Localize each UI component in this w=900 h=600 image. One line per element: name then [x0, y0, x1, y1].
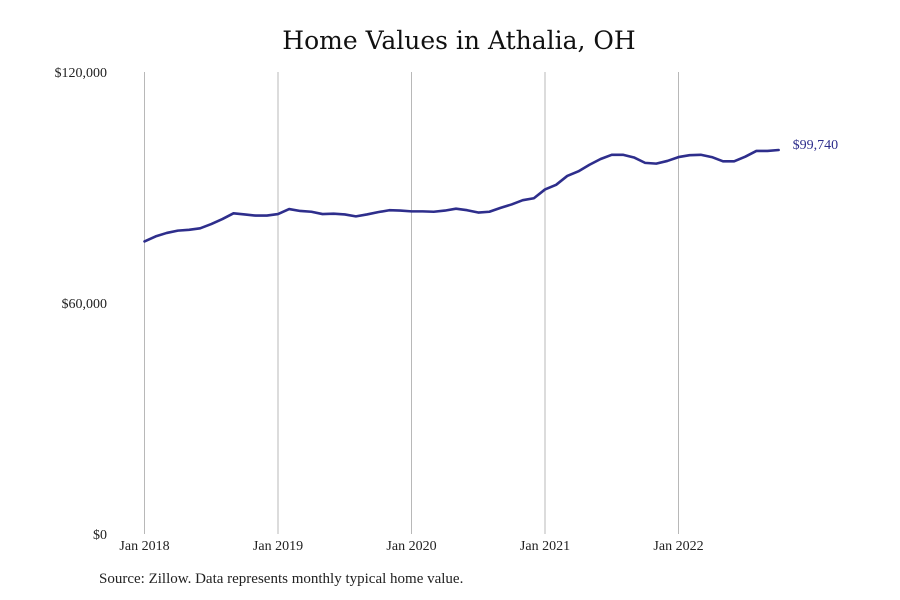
- x-tick-label: Jan 2022: [653, 539, 703, 554]
- y-tick-label: $120,000: [55, 66, 108, 81]
- y-tick-label: $60,000: [62, 297, 108, 312]
- chart-title: Home Values in Athalia, OH: [282, 26, 636, 55]
- source-note: Source: Zillow. Data represents monthly …: [99, 571, 464, 587]
- gridlines: [144, 72, 679, 534]
- x-axis-ticks: Jan 2018 Jan 2019 Jan 2020 Jan 2021 Jan 2022: [119, 539, 703, 554]
- x-tick-label: Jan 2018: [119, 539, 169, 554]
- series-line: [143, 148, 780, 243]
- x-tick-label: Jan 2019: [253, 539, 303, 554]
- end-value-label: $99,740: [793, 138, 839, 153]
- y-tick-label: $0: [93, 528, 107, 543]
- y-axis-ticks: $0 $60,000 $120,000: [55, 66, 108, 543]
- x-tick-label: Jan 2020: [386, 539, 436, 554]
- x-tick-label: Jan 2021: [520, 539, 570, 554]
